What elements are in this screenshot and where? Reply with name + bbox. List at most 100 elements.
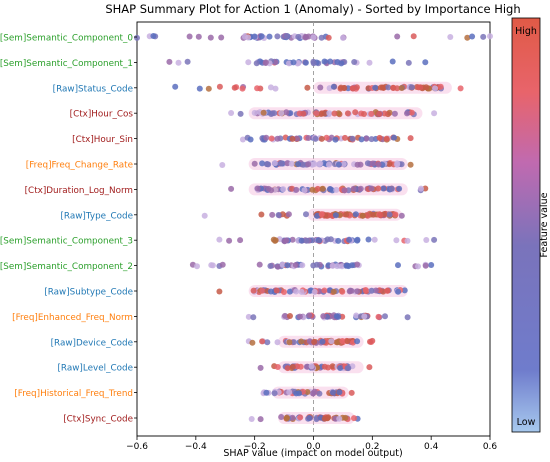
shap-point xyxy=(316,390,323,397)
colorbar-title: Feature value xyxy=(539,192,550,257)
shap-point xyxy=(333,186,340,193)
chart-title: SHAP Summary Plot for Action 1 (Anomaly)… xyxy=(105,2,520,16)
shap-point xyxy=(251,33,258,40)
shap-point xyxy=(353,84,360,91)
shap-point xyxy=(262,59,269,66)
shap-point xyxy=(375,313,382,320)
shap-point xyxy=(395,262,401,269)
shap-point xyxy=(316,161,322,168)
shap-point xyxy=(268,135,275,142)
shap-point xyxy=(345,365,352,372)
shap-point xyxy=(368,136,375,143)
shap-point xyxy=(330,288,337,295)
shap-point xyxy=(283,33,290,39)
shap-point xyxy=(354,161,361,168)
shap-point xyxy=(332,136,339,143)
shap-point xyxy=(263,134,270,141)
shap-point xyxy=(469,33,476,40)
shap-point xyxy=(274,364,281,370)
shap-point xyxy=(354,236,361,243)
shap-point xyxy=(464,34,471,41)
shap-point xyxy=(340,161,347,167)
shap-point xyxy=(263,389,270,396)
shap-point xyxy=(286,339,293,346)
shap-point xyxy=(249,339,256,346)
shap-point xyxy=(317,84,324,91)
shap-point xyxy=(314,185,321,192)
shap-point xyxy=(318,34,325,41)
feature-label: [Sem]Semantic_Component_2 xyxy=(0,262,133,272)
shap-point xyxy=(487,33,493,40)
shap-point xyxy=(279,261,286,268)
shap-point xyxy=(298,288,305,295)
shap-point xyxy=(366,59,373,66)
x-axis-ticks: −0.6 −0.4 −0.2 0.0 0.2 0.4 0.6 xyxy=(126,436,497,452)
shap-point xyxy=(274,263,281,270)
shap-point xyxy=(260,109,267,116)
shap-point xyxy=(245,313,252,320)
colorbar-high-label: High xyxy=(515,26,537,37)
shap-point xyxy=(390,85,397,91)
shap-point xyxy=(366,364,373,371)
shap-point xyxy=(302,59,309,66)
shap-point xyxy=(285,211,292,218)
feature-label: [Freq]Historical_Freq_Trend xyxy=(14,389,133,399)
shap-point xyxy=(404,237,411,244)
shap-point xyxy=(337,365,344,371)
shap-point xyxy=(283,237,290,244)
shap-point xyxy=(245,59,252,66)
shap-point xyxy=(375,161,382,168)
shap-point xyxy=(321,58,328,65)
shap-point xyxy=(258,33,265,40)
shap-point xyxy=(290,339,297,346)
shap-point xyxy=(275,212,282,218)
shap-point xyxy=(280,186,287,193)
shap-point xyxy=(404,110,410,117)
shap-point xyxy=(410,33,417,40)
shap-point xyxy=(386,211,393,218)
shap-point xyxy=(335,237,342,244)
shap-point xyxy=(415,263,421,270)
shap-point xyxy=(333,313,340,320)
shap-point xyxy=(344,338,351,345)
shap-point xyxy=(312,135,319,142)
shap-point xyxy=(346,236,353,243)
feature-label: [Ctx]Duration_Log_Norm xyxy=(25,186,133,196)
shap-point xyxy=(287,313,293,319)
shap-point xyxy=(251,160,258,167)
shap-point xyxy=(423,84,430,91)
shap-point xyxy=(321,415,328,422)
shap-point xyxy=(311,388,318,395)
x-tick-label: −0.4 xyxy=(185,442,207,452)
shap-point xyxy=(357,185,364,192)
shap-point xyxy=(166,58,173,65)
shap-point xyxy=(201,212,208,219)
shap-point xyxy=(295,161,302,168)
shap-point xyxy=(266,33,273,40)
shap-point xyxy=(267,84,274,91)
shap-point xyxy=(256,261,263,268)
shap-point xyxy=(383,135,390,142)
shap-point xyxy=(359,212,366,219)
shap-point xyxy=(248,416,255,422)
shap-point xyxy=(319,185,326,192)
shap-point xyxy=(259,287,266,294)
shap-point xyxy=(368,287,375,294)
shap-point xyxy=(338,60,345,67)
shap-point xyxy=(304,389,311,395)
shap-point xyxy=(226,237,233,244)
shap-point xyxy=(281,289,287,295)
shap-point xyxy=(431,110,438,117)
shap-point xyxy=(457,85,464,92)
shap-point xyxy=(250,287,257,294)
shap-point xyxy=(253,60,260,67)
shap-point xyxy=(286,60,292,67)
shap-point xyxy=(353,312,360,319)
shap-point xyxy=(335,161,342,168)
shap-point xyxy=(339,263,345,270)
shap-point xyxy=(184,58,191,65)
shap-point xyxy=(407,135,414,142)
shap-point xyxy=(422,59,429,66)
shap-point xyxy=(320,313,327,320)
